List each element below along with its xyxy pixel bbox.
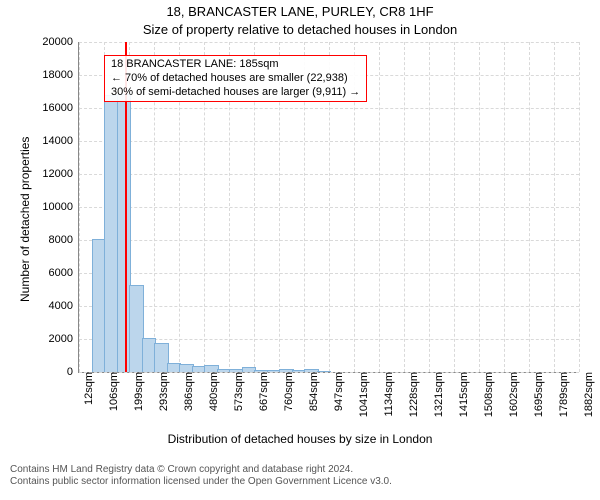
gridline-v xyxy=(429,42,430,372)
gridline-v xyxy=(454,42,455,372)
gridline-v xyxy=(404,42,405,372)
x-tick-label: 1882sqm xyxy=(579,372,595,417)
chart-title-line1: 18, BRANCASTER LANE, PURLEY, CR8 1HF xyxy=(0,4,600,19)
x-tick-label: 947sqm xyxy=(329,372,345,411)
gridline-v xyxy=(79,42,80,372)
x-tick-label: 480sqm xyxy=(204,372,220,411)
footer: Contains HM Land Registry data © Crown c… xyxy=(0,464,600,488)
y-axis-label: Number of detached properties xyxy=(18,137,32,302)
y-tick-label: 2000 xyxy=(49,333,79,345)
x-tick-label: 1134sqm xyxy=(379,372,395,416)
gridline-v xyxy=(479,42,480,372)
y-tick-label: 18000 xyxy=(42,69,79,81)
y-tick-label: 8000 xyxy=(49,234,79,246)
x-tick-label: 12sqm xyxy=(79,372,95,405)
annotation-box: 18 BRANCASTER LANE: 185sqm← 70% of detac… xyxy=(104,55,367,102)
y-tick-label: 4000 xyxy=(49,300,79,312)
chart-container: 18, BRANCASTER LANE, PURLEY, CR8 1HF Siz… xyxy=(0,0,600,500)
x-tick-label: 1041sqm xyxy=(354,372,370,417)
x-tick-label: 106sqm xyxy=(104,372,120,411)
annotation-line: ← 70% of detached houses are smaller (22… xyxy=(111,72,360,86)
x-tick-label: 760sqm xyxy=(279,372,295,411)
gridline-v xyxy=(579,42,580,372)
chart-title-line2: Size of property relative to detached ho… xyxy=(0,22,600,37)
y-tick-label: 16000 xyxy=(42,102,79,114)
footer-line2: Contains public sector information licen… xyxy=(10,476,392,487)
y-tick-label: 6000 xyxy=(49,267,79,279)
y-tick-label: 0 xyxy=(67,366,79,378)
gridline-v xyxy=(529,42,530,372)
x-tick-label: 1415sqm xyxy=(454,372,470,417)
x-tick-label: 667sqm xyxy=(254,372,270,411)
annotation-line: 30% of semi-detached houses are larger (… xyxy=(111,86,360,100)
y-tick-label: 14000 xyxy=(42,135,79,147)
y-tick-label: 10000 xyxy=(42,201,79,213)
gridline-v xyxy=(554,42,555,372)
histogram-bar xyxy=(317,371,332,372)
x-tick-label: 1789sqm xyxy=(554,372,570,417)
footer-line1: Contains HM Land Registry data © Crown c… xyxy=(10,464,353,475)
x-tick-label: 1508sqm xyxy=(479,372,495,417)
plot-area: 0200040006000800010000120001400016000180… xyxy=(78,42,579,373)
x-tick-label: 573sqm xyxy=(229,372,245,411)
gridline-v xyxy=(504,42,505,372)
x-tick-label: 1695sqm xyxy=(529,372,545,417)
x-tick-label: 199sqm xyxy=(129,372,145,411)
x-tick-label: 1321sqm xyxy=(429,372,445,417)
y-tick-label: 20000 xyxy=(42,36,79,48)
y-tick-label: 12000 xyxy=(42,168,79,180)
x-tick-label: 854sqm xyxy=(304,372,320,411)
x-tick-label: 1602sqm xyxy=(504,372,520,417)
gridline-v xyxy=(379,42,380,372)
x-tick-label: 386sqm xyxy=(179,372,195,411)
x-tick-label: 293sqm xyxy=(154,372,170,411)
x-axis-label: Distribution of detached houses by size … xyxy=(0,432,600,446)
x-tick-label: 1228sqm xyxy=(404,372,420,417)
annotation-line: 18 BRANCASTER LANE: 185sqm xyxy=(111,58,360,72)
